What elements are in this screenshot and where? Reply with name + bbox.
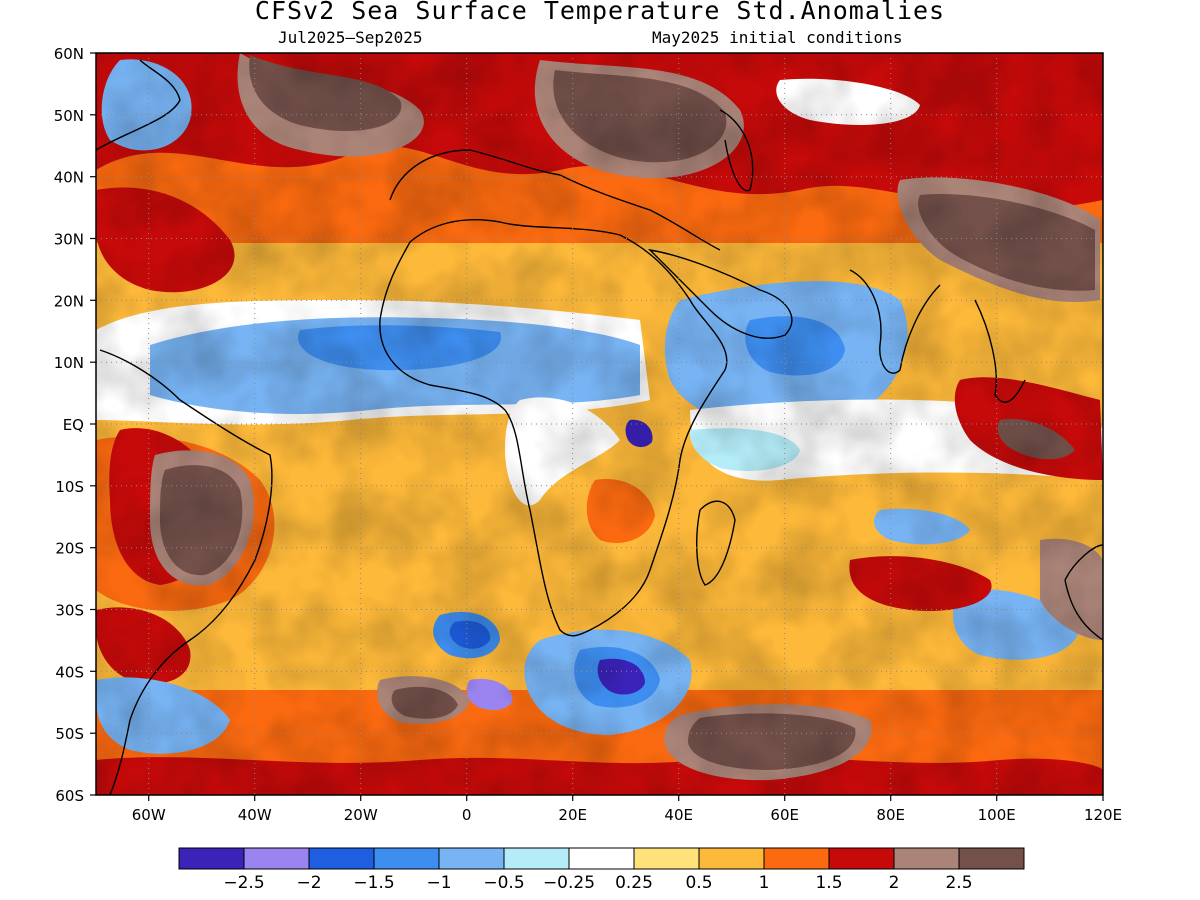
map-title: CFSv2 Sea Surface Temperature Std.Anomal…	[254, 0, 946, 25]
colorbar-label: 0.25	[615, 873, 653, 893]
colorbar-label: 0.5	[685, 873, 712, 893]
graticule	[96, 53, 1103, 795]
colorbar-swatch	[893, 847, 960, 870]
lon-label: 100E	[978, 806, 1016, 824]
colorbar-label: −2	[296, 873, 321, 893]
lon-label: 20E	[558, 806, 587, 824]
coastlines	[96, 59, 1103, 795]
initial-conditions: May2025 initial conditions	[652, 28, 903, 47]
colorbar-labels: −2.5 −2 −1.5 −1 −0.5 −0.25 0.25 0.5 1 1.…	[223, 873, 972, 893]
colorbar-label: 1.5	[815, 873, 842, 893]
colorbar-label: 2	[889, 873, 900, 893]
colorbar-swatch	[763, 847, 830, 870]
colorbar-swatch	[178, 847, 245, 870]
lat-label: 10N	[54, 354, 84, 372]
lat-label: 10S	[55, 478, 84, 496]
lat-label: 20N	[54, 292, 84, 310]
lat-labels: 60N 50N 40N 30N 20N 10N EQ 10S 20S 30S 4…	[54, 45, 84, 805]
lon-label: 120E	[1084, 806, 1122, 824]
lat-label: 50S	[55, 725, 84, 743]
colorbar-label: 2.5	[945, 873, 972, 893]
lat-label: 30S	[55, 602, 84, 620]
colorbar-swatch	[633, 847, 700, 870]
colorbar-swatch	[373, 847, 440, 870]
lon-label: 0	[462, 806, 472, 824]
lat-label: 30N	[54, 231, 84, 249]
lon-label: 60W	[132, 806, 166, 824]
colorbar-label: −1.5	[353, 873, 394, 893]
colorbar	[178, 847, 1025, 870]
colorbar-swatch	[568, 847, 635, 870]
lon-label: 20W	[344, 806, 378, 824]
forecast-period: Jul2025–Sep2025	[278, 28, 423, 47]
lat-label: 60S	[55, 787, 84, 805]
colorbar-swatch	[438, 847, 505, 870]
lat-label: EQ	[63, 416, 84, 434]
lon-label: 40E	[664, 806, 693, 824]
colorbar-swatch	[308, 847, 375, 870]
colorbar-label: −2.5	[223, 873, 264, 893]
colorbar-swatch	[503, 847, 570, 870]
lat-label: 50N	[54, 107, 84, 125]
anomaly-field	[96, 53, 1103, 795]
colorbar-swatch	[698, 847, 765, 870]
tick-marks	[90, 52, 1104, 801]
lat-label: 40S	[55, 663, 84, 681]
lon-label: 40W	[238, 806, 272, 824]
colorbar-label: −0.5	[483, 873, 524, 893]
colorbar-label: 1	[759, 873, 770, 893]
colorbar-swatch	[243, 847, 310, 870]
lon-label: 60E	[770, 806, 799, 824]
lat-label: 60N	[54, 45, 84, 63]
lon-labels: 60W 40W 20W 0 20E 40E 60E 80E 100E 120E	[132, 806, 1122, 824]
lon-label: 80E	[876, 806, 905, 824]
colorbar-label: −0.25	[543, 873, 595, 893]
colorbar-swatch	[958, 847, 1025, 870]
colorbar-swatch	[828, 847, 895, 870]
lat-label: 20S	[55, 540, 84, 558]
lat-label: 40N	[54, 169, 84, 187]
colorbar-label: −1	[426, 873, 451, 893]
